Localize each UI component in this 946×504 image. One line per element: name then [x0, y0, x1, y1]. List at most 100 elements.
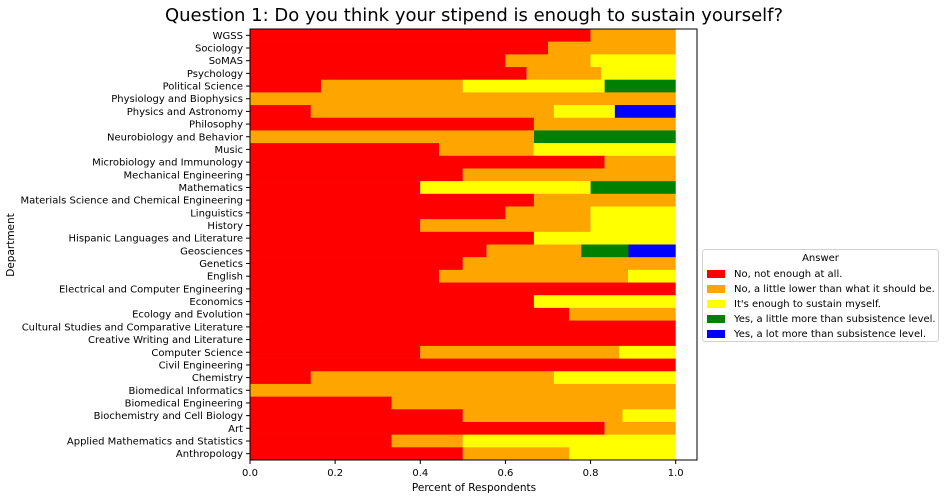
x-tick-label: 0.2: [327, 468, 343, 479]
y-tick-label: Creative Writing and Literature: [88, 335, 243, 346]
y-tick-label: SoMAS: [209, 56, 243, 67]
bar-segment: [250, 143, 440, 157]
y-tick-label: Music: [215, 145, 243, 156]
bar-segment: [250, 54, 506, 68]
y-tick-label: Biomedical Informatics: [129, 386, 244, 397]
y-tick-label: Art: [228, 424, 243, 435]
bar-segment: [250, 41, 548, 55]
bars-group: [250, 29, 676, 461]
bar-segment: [250, 155, 605, 169]
bar-segment: [553, 105, 615, 119]
legend-item: Yes, a lot more than subsistence level.: [707, 327, 926, 341]
legend-item: No, not enough at all.: [707, 267, 842, 281]
bar-segment: [614, 105, 676, 119]
bar-segment: [250, 257, 463, 271]
bar-segment: [250, 409, 463, 423]
y-tick-label: English: [207, 272, 243, 283]
y-tick-label: Genetics: [199, 259, 243, 270]
bar-segment: [250, 206, 506, 220]
legend-swatch: [707, 315, 725, 323]
bar-segment: [250, 130, 534, 144]
legend-swatch: [707, 270, 725, 278]
legend: Answer No, not enough at all. No, a littl…: [702, 249, 939, 342]
bar-segment: [250, 421, 605, 435]
legend-label: Yes, a lot more than subsistence level.: [734, 328, 927, 340]
legend-item: Yes, a little more than subsistence leve…: [707, 312, 936, 326]
bar-segment: [420, 219, 591, 233]
legend-title: Answer: [802, 253, 839, 264]
bar-segment: [250, 333, 676, 347]
bar-segment: [250, 79, 322, 93]
y-tick-label: Linguistics: [190, 208, 243, 219]
bar-segment: [250, 282, 676, 296]
bar-segment: [250, 29, 591, 42]
chart-title: Question 1: Do you think your stipend is…: [165, 5, 783, 26]
bar-segment: [604, 421, 676, 435]
x-tick-label: 0.0: [242, 468, 258, 479]
bar-segment: [250, 371, 311, 385]
bar-segment: [462, 409, 623, 423]
bar-segment: [569, 307, 676, 321]
bar-segment: [250, 447, 463, 461]
y-tick-label: Chemistry: [192, 373, 243, 384]
bar-segment: [462, 79, 605, 93]
bar-segment: [420, 345, 620, 359]
bar-segment: [486, 244, 582, 258]
y-tick-label: Neurobiology and Behavior: [107, 132, 244, 143]
bar-segment: [250, 67, 527, 81]
bar-segment: [250, 231, 534, 245]
bar-segment: [601, 67, 676, 81]
y-tick-label: History: [207, 221, 243, 232]
bar-segment: [250, 396, 392, 410]
y-tick-label: Political Science: [163, 82, 243, 93]
bar-segment: [533, 130, 676, 144]
bar-segment: [439, 269, 629, 283]
bar-segment: [462, 257, 676, 271]
bar-segment: [590, 219, 676, 233]
bar-segment: [604, 79, 676, 93]
x-axis-label: Percent of Respondents: [412, 482, 536, 494]
y-tick-label: Biomedical Engineering: [125, 398, 243, 409]
plot-frame: [249, 28, 698, 461]
bar-segment: [250, 117, 534, 131]
y-tick-label: WGSS: [213, 31, 243, 42]
bar-segment: [462, 447, 570, 461]
bar-segment: [548, 41, 676, 55]
bar-segment: [590, 29, 676, 42]
y-tick-label: Psychology: [187, 69, 243, 80]
bar-segment: [462, 168, 676, 182]
y-tick-label: Physiology and Biophysics: [111, 94, 243, 105]
y-tick-label: Electrical and Computer Engineering: [59, 284, 243, 295]
y-tick-label: Physics and Astronomy: [127, 107, 243, 118]
y-tick-label: Cultural Studies and Comparative Literat…: [22, 322, 243, 333]
bar-segment: [533, 193, 676, 207]
bar-segment: [526, 67, 602, 81]
bar-segment: [250, 92, 676, 106]
legend-swatch: [707, 300, 725, 308]
bar-segment: [250, 358, 676, 372]
bar-segment: [250, 193, 534, 207]
bar-segment: [533, 143, 676, 157]
bar-segment: [250, 168, 463, 182]
bar-segment: [533, 295, 676, 309]
bar-segment: [250, 320, 676, 334]
bar-segment: [310, 371, 554, 385]
legend-label: No, a little lower than what it should b…: [734, 283, 935, 295]
bar-segment: [622, 409, 676, 423]
bar-segment: [420, 181, 591, 195]
bar-segment: [250, 434, 392, 448]
bar-segment: [391, 434, 463, 448]
x-tick-label: 1.0: [668, 468, 684, 479]
y-tick-label: Mechanical Engineering: [124, 170, 243, 181]
bar-segment: [590, 54, 676, 68]
bar-segment: [462, 434, 676, 448]
x-tick-label: 0.4: [412, 468, 428, 479]
legend-item: It's enough to sustain myself.: [707, 297, 881, 311]
bar-segment: [581, 244, 629, 258]
y-tick-label: Biochemistry and Cell Biology: [94, 411, 243, 422]
bar-segment: [250, 345, 421, 359]
y-tick-label: Philosophy: [189, 120, 243, 131]
bar-segment: [439, 143, 534, 157]
legend-swatch: [707, 330, 725, 338]
